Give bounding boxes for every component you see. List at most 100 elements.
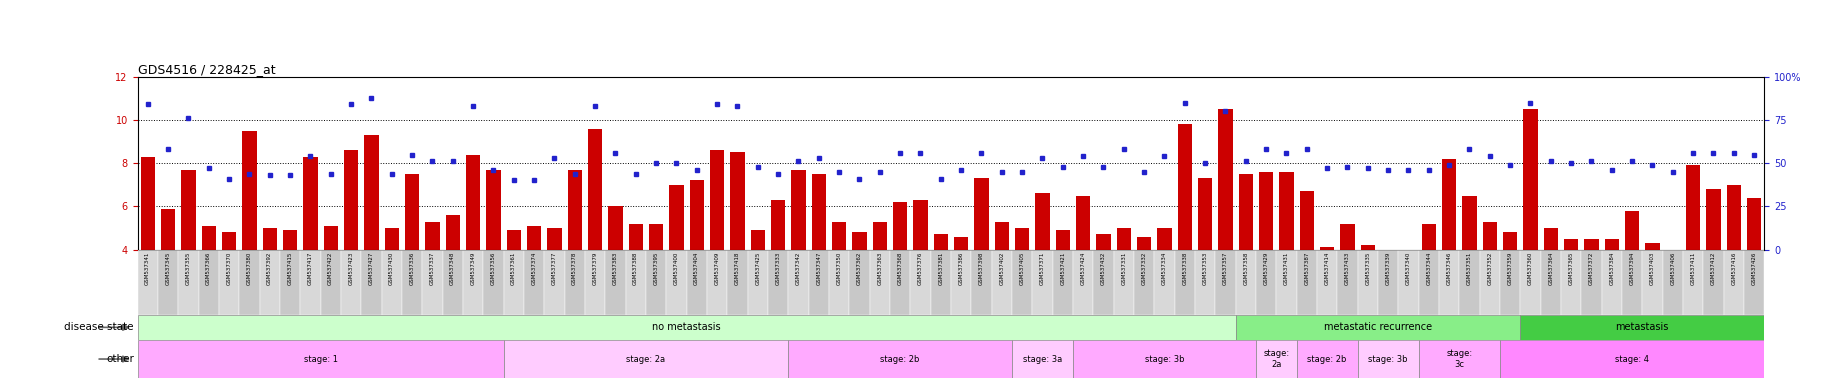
Text: GSM537371: GSM537371: [1040, 252, 1045, 285]
Bar: [690, 180, 704, 250]
Bar: [1581, 250, 1601, 315]
Text: GSM537388: GSM537388: [633, 252, 638, 285]
Text: disease state: disease state: [64, 322, 134, 333]
Bar: [1520, 315, 1764, 340]
Text: GSM537387: GSM537387: [1304, 252, 1309, 285]
Bar: [873, 222, 888, 250]
Text: GSM537352: GSM537352: [1487, 252, 1493, 285]
Bar: [161, 209, 176, 250]
Text: GSM537392: GSM537392: [268, 252, 271, 285]
Bar: [182, 170, 196, 250]
Bar: [1401, 250, 1416, 252]
Bar: [281, 250, 301, 315]
Bar: [1238, 174, 1253, 250]
Bar: [730, 152, 745, 250]
Bar: [1236, 315, 1520, 340]
Text: GSM537337: GSM537337: [429, 252, 435, 285]
Bar: [992, 250, 1012, 315]
Bar: [768, 250, 789, 315]
Bar: [341, 250, 361, 315]
Bar: [1137, 237, 1152, 250]
Text: GSM537345: GSM537345: [165, 252, 171, 285]
Bar: [790, 170, 805, 250]
Text: metastasis: metastasis: [1616, 322, 1669, 333]
Bar: [138, 315, 1236, 340]
Bar: [1724, 250, 1744, 315]
Text: stage: 3b: stage: 3b: [1144, 354, 1185, 364]
Bar: [1541, 250, 1561, 315]
Bar: [952, 250, 972, 315]
Bar: [1317, 250, 1337, 315]
Bar: [462, 250, 482, 315]
Text: GSM537424: GSM537424: [1080, 252, 1086, 285]
Text: GSM537412: GSM537412: [1711, 252, 1717, 285]
Bar: [1625, 211, 1640, 250]
Bar: [446, 215, 460, 250]
Bar: [1236, 250, 1256, 315]
Bar: [1177, 124, 1192, 250]
Bar: [1256, 340, 1297, 378]
Bar: [913, 200, 928, 250]
Text: GSM537363: GSM537363: [877, 252, 882, 285]
Bar: [1381, 250, 1396, 254]
Text: GSM537416: GSM537416: [1731, 252, 1737, 285]
Bar: [646, 250, 666, 315]
Text: GSM537376: GSM537376: [919, 252, 923, 285]
Text: GSM537411: GSM537411: [1691, 252, 1696, 285]
Bar: [649, 223, 664, 250]
Text: GSM537360: GSM537360: [1528, 252, 1533, 285]
Text: GSM537347: GSM537347: [816, 252, 822, 285]
Text: GSM537353: GSM537353: [1203, 252, 1207, 285]
Bar: [1460, 250, 1480, 315]
Text: GSM537403: GSM537403: [1651, 252, 1654, 285]
Bar: [486, 170, 501, 250]
Bar: [1036, 194, 1049, 250]
Bar: [789, 250, 809, 315]
Bar: [242, 131, 257, 250]
Text: GSM537380: GSM537380: [248, 252, 251, 285]
Text: GSM537426: GSM537426: [1751, 252, 1757, 285]
Bar: [1462, 195, 1476, 250]
Bar: [198, 250, 218, 315]
Bar: [303, 157, 317, 250]
Bar: [1300, 191, 1313, 250]
Bar: [1601, 250, 1621, 315]
Bar: [589, 129, 602, 250]
Bar: [930, 250, 952, 315]
Bar: [238, 250, 260, 315]
Bar: [1361, 245, 1376, 250]
Text: GSM537342: GSM537342: [796, 252, 801, 285]
Bar: [1561, 250, 1581, 315]
Text: GSM537356: GSM537356: [492, 252, 495, 285]
Bar: [1398, 250, 1420, 315]
Bar: [1704, 250, 1724, 315]
Text: GSM537377: GSM537377: [552, 252, 558, 285]
Bar: [1520, 250, 1541, 315]
Bar: [565, 250, 585, 315]
Bar: [1685, 166, 1700, 250]
Bar: [385, 228, 398, 250]
Text: stage: 1: stage: 1: [304, 354, 337, 364]
Text: GSM537432: GSM537432: [1100, 252, 1106, 285]
Bar: [954, 237, 968, 250]
Bar: [910, 250, 930, 315]
Text: GSM537335: GSM537335: [1364, 252, 1370, 285]
Bar: [1744, 250, 1764, 315]
Text: stage:
2a: stage: 2a: [1264, 349, 1289, 369]
Text: GSM537366: GSM537366: [205, 252, 211, 285]
Bar: [1258, 172, 1273, 250]
Text: GSM537433: GSM537433: [1344, 252, 1350, 285]
Bar: [138, 250, 158, 315]
Bar: [1341, 223, 1355, 250]
Bar: [994, 222, 1009, 250]
Bar: [1196, 250, 1216, 315]
Text: GSM537406: GSM537406: [1671, 252, 1674, 285]
Text: GSM537422: GSM537422: [328, 252, 334, 285]
Text: GSM537334: GSM537334: [1163, 252, 1166, 285]
Bar: [1297, 340, 1357, 378]
Bar: [1337, 250, 1357, 315]
Text: GSM537431: GSM537431: [1284, 252, 1289, 285]
Text: GSM537362: GSM537362: [856, 252, 862, 285]
Text: GSM537383: GSM537383: [613, 252, 618, 285]
Text: GSM537368: GSM537368: [897, 252, 902, 285]
